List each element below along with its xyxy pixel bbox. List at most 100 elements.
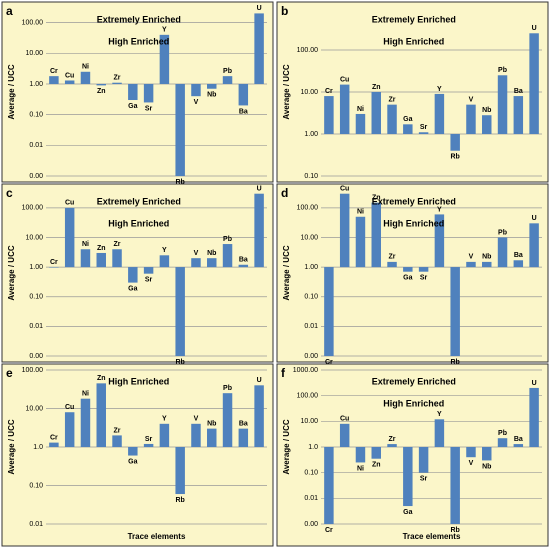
bar [49,76,59,84]
x-axis-label: Trace elements [403,532,461,541]
category-label: Ba [514,252,523,259]
bar [513,96,524,134]
category-label: Rb [451,359,460,366]
bar [403,124,413,134]
bar [191,83,201,97]
y-tick-label: 100.00 [22,367,44,374]
panel-label: d [281,186,288,200]
annotation: Extremely Enriched [97,196,181,206]
bar [450,267,460,356]
category-label: Y [162,416,167,423]
category-label: Rb [176,179,185,186]
bar [355,113,366,134]
bar [324,267,334,356]
bar [64,412,75,447]
category-label: Sr [145,436,153,443]
bar [191,423,201,447]
category-label: Ni [357,209,364,216]
bar [222,76,233,84]
bar [403,267,413,272]
category-label: Ga [403,509,412,516]
y-tick-label: 10.00 [300,89,318,96]
category-label: Cu [340,76,349,83]
category-label: Nb [482,254,491,261]
bar [112,249,122,268]
y-tick-label: 0.01 [304,495,318,502]
bar [482,261,492,268]
category-label: V [194,99,199,106]
panel: 0.00 0.01 0.10 1.00 10.00 100.00 Average / UCC… [276,183,549,366]
y-tick-label: 10.00 [25,405,43,412]
bar [49,267,59,268]
bar [191,258,201,268]
category-label: Pb [498,67,507,74]
category-label: Nb [207,250,216,257]
bar [339,193,350,268]
category-label: Ni [357,465,364,472]
panel: 0.00 0.01 0.10 1.00 10.00 100.00 Average / UCC… [1,1,274,186]
panel-label: b [281,4,288,18]
category-label: Y [437,411,442,418]
y-tick-label: 0.10 [29,482,43,489]
category-label: Sr [420,476,428,483]
plot-background [276,183,549,363]
panel-label: c [6,186,13,200]
category-label: Nb [482,107,491,114]
y-tick-label: 100.00 [297,205,319,212]
category-label: Ba [239,108,248,115]
panel-label: f [281,366,286,380]
bar [143,443,154,447]
bar [513,260,524,268]
category-label: V [194,416,199,423]
y-tick-label: 1.0 [308,444,318,451]
annotation: High Enriched [108,36,169,46]
category-label: Zr [114,241,121,248]
x-axis-label: Trace elements [128,532,186,541]
bar [207,428,217,447]
annotation: High Enriched [108,218,169,228]
panel: 0.10 1.00 10.00 100.00 Average / UCC Cr Cu Ni Zn… [276,1,549,183]
bar [49,442,59,447]
bar [112,82,122,84]
y-tick-label: 1000.00 [293,367,318,374]
annotation: Extremely Enriched [372,14,456,24]
category-label: V [469,96,474,103]
bar [434,93,445,134]
y-tick-label: 100.00 [22,19,44,26]
y-tick-label: 0.01 [29,521,43,528]
category-label: Cu [65,200,74,207]
bar [96,383,106,447]
annotation: Extremely Enriched [372,376,456,386]
bar [175,447,185,495]
panel-label: a [6,4,13,18]
bar [355,447,366,463]
y-tick-label: 10.00 [300,234,318,241]
category-label: Ni [357,106,364,113]
category-label: Cr [325,359,333,366]
category-label: Rb [451,527,460,534]
bar [207,83,217,89]
bar [143,83,154,103]
bar [387,104,397,134]
bar [387,444,397,447]
category-label: Cu [340,416,349,423]
y-tick-label: 1.00 [29,81,43,88]
bar [112,435,122,447]
bar [513,444,524,447]
y-tick-label: 0.01 [29,323,43,330]
bar [64,80,75,84]
category-label: Ga [128,285,137,292]
bar [529,223,539,268]
category-label: Ni [82,391,89,398]
bar [371,92,381,134]
category-label: Cu [340,186,349,193]
bar [466,447,476,458]
bar [128,267,138,283]
category-label: Ba [514,436,523,443]
y-tick-label: 0.00 [304,353,318,360]
bar [254,193,264,268]
category-label: Sr [420,124,428,131]
y-tick-label: 0.10 [304,470,318,477]
category-label: Pb [223,385,232,392]
